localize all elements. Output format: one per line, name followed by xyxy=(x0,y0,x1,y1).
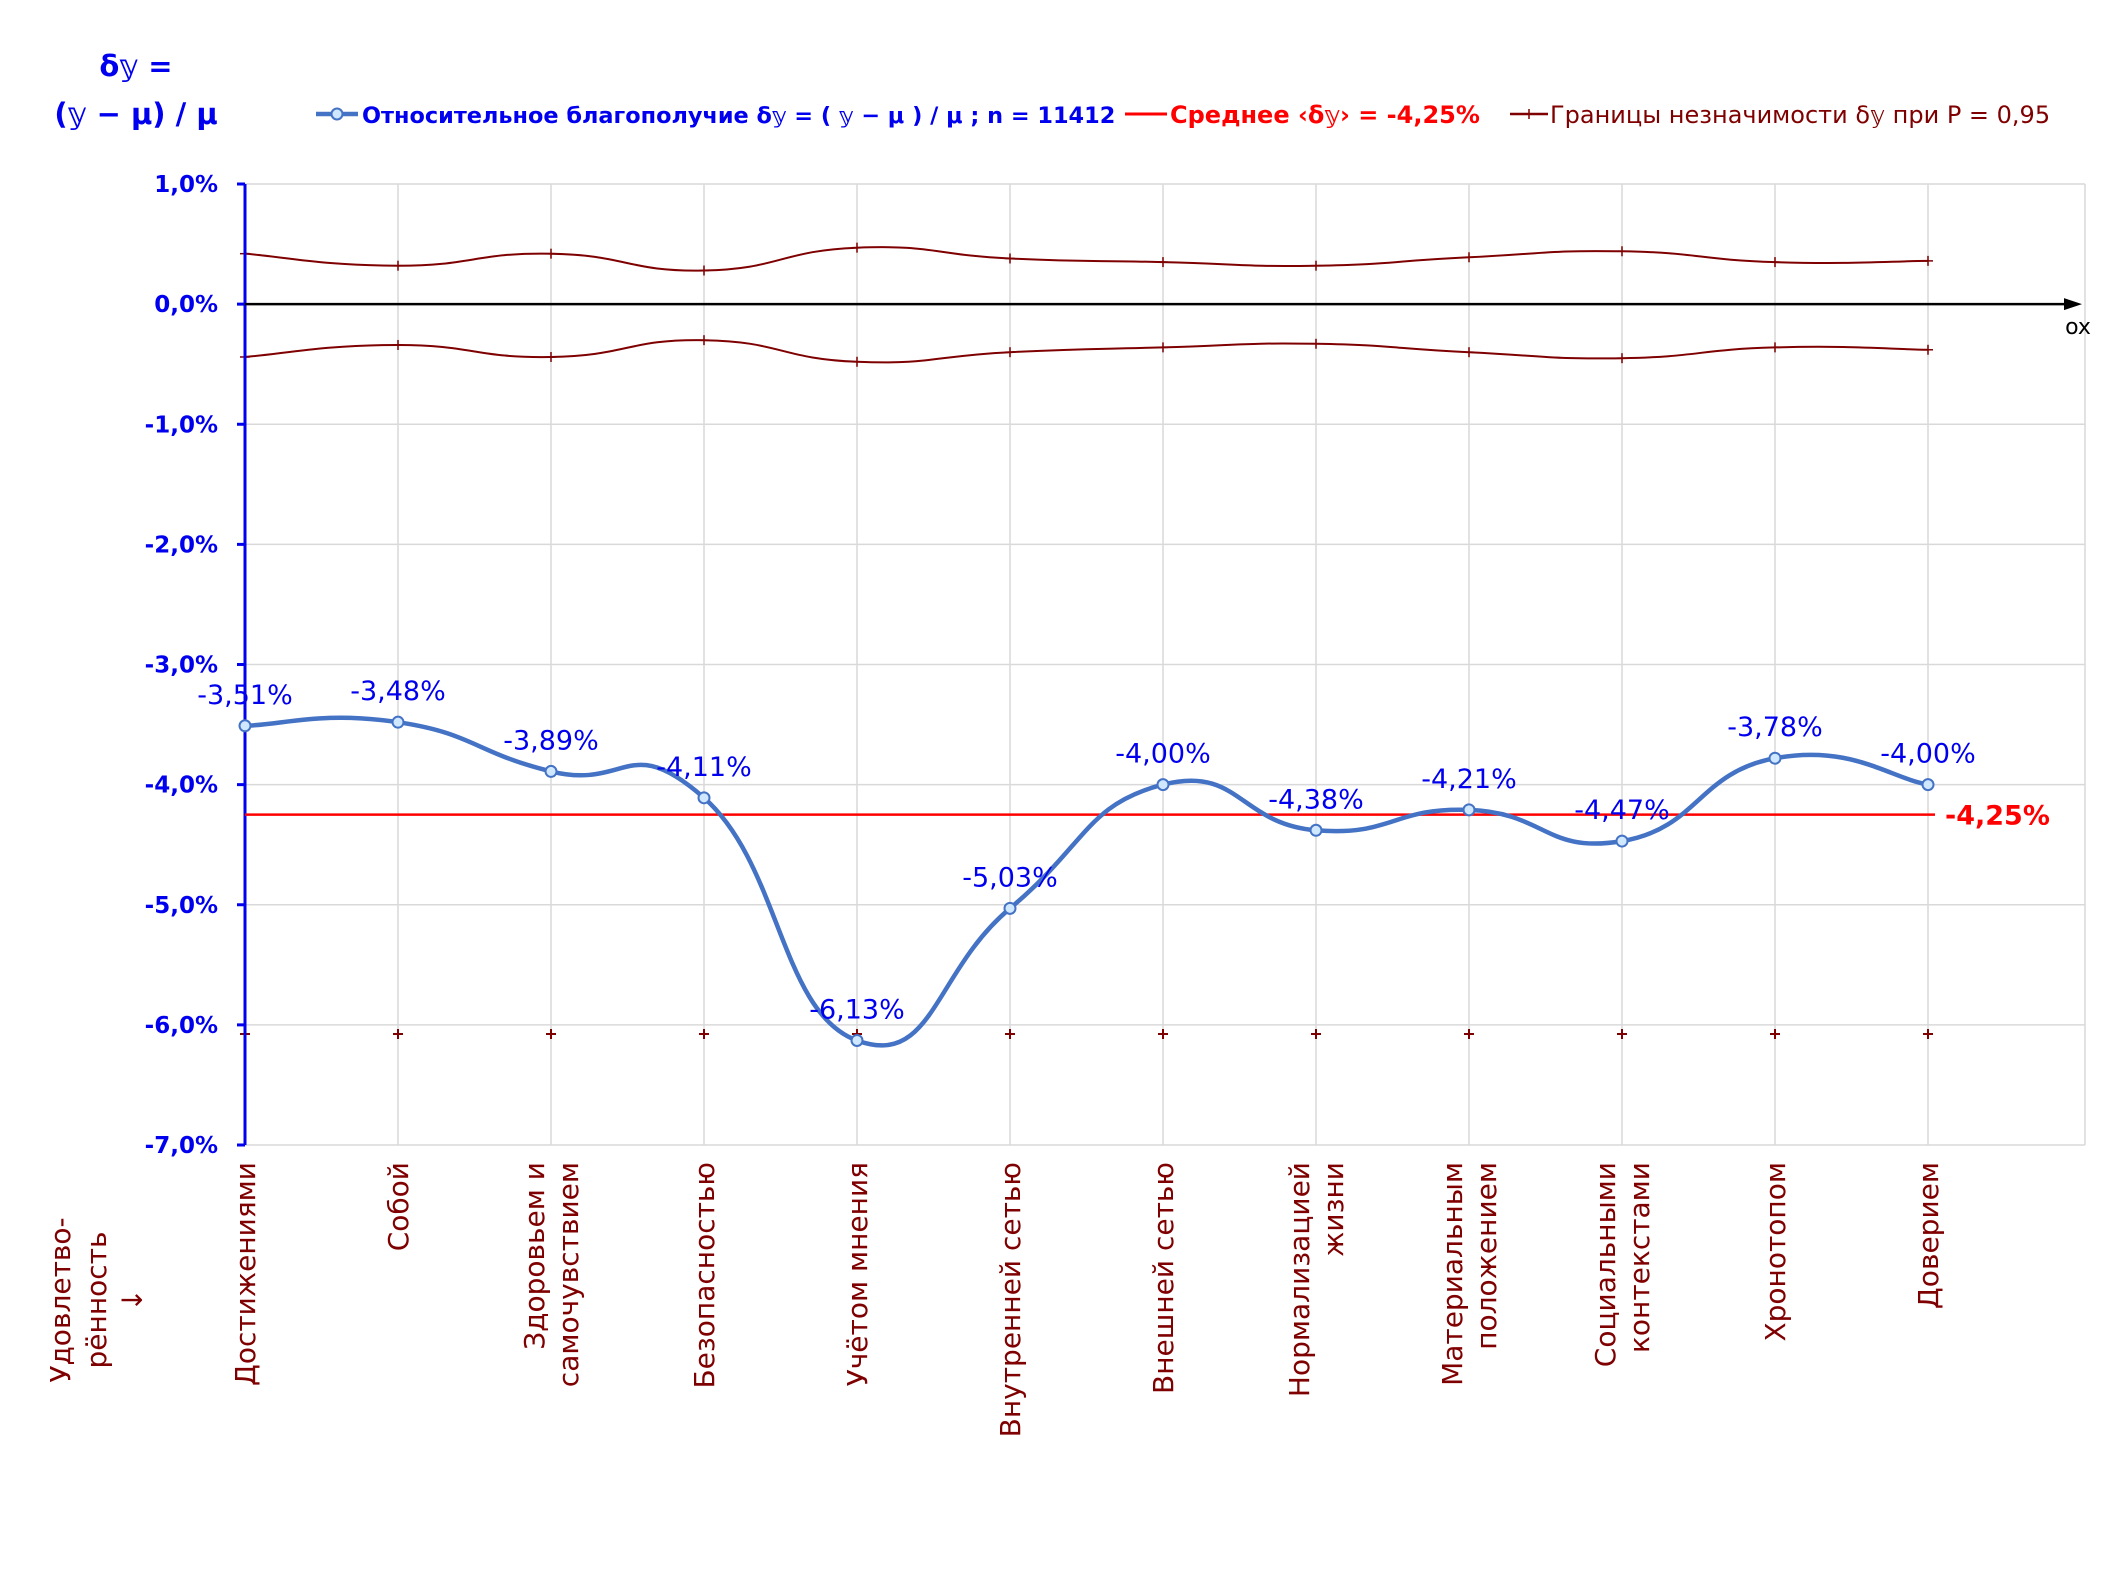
x-axis-title-line: Удовлетво- xyxy=(44,1217,77,1382)
category-label: Внешней сетью xyxy=(1147,1162,1180,1394)
category-label-line: Нормализацией xyxy=(1283,1162,1316,1397)
data-label: -4,00% xyxy=(1880,739,1976,770)
category-labels: Достижениями Собой Здоровьем и самочувствие… xyxy=(44,1162,1945,1437)
y-tick-label: -5,0% xyxy=(145,893,218,919)
category-label-line: Безопасностью xyxy=(688,1162,721,1389)
legend-marker-main xyxy=(330,107,344,121)
category-label-line: жизни xyxy=(1317,1162,1350,1257)
category-label: Достижениями xyxy=(229,1162,262,1386)
category-label-line: самочувствием xyxy=(552,1162,585,1387)
category-label-line: положением xyxy=(1470,1162,1503,1350)
data-label: -3,51% xyxy=(197,680,293,711)
category-label: Внутренней сетью xyxy=(994,1162,1027,1437)
x-axis-title-line: рённость xyxy=(80,1232,113,1369)
category-label-line: Достижениями xyxy=(229,1162,262,1386)
y-axis-title-line2: (𝕪 − μ) / μ xyxy=(54,97,217,131)
y-axis-title-line1: δ𝕪 = xyxy=(99,49,172,83)
mean-label: -4,25% xyxy=(1945,801,2050,832)
category-label-line: Учётом мнения xyxy=(841,1162,874,1386)
legend-label-mean: Среднее ‹δ𝕪› = -4,25% xyxy=(1170,101,1480,129)
data-label: -3,78% xyxy=(1727,712,1823,743)
category-label: Собой xyxy=(382,1162,415,1251)
category-label-line: Хронотопом xyxy=(1759,1162,1792,1342)
x-axis-title-line: ↓ xyxy=(116,1288,149,1311)
category-label: Материальным положением xyxy=(1436,1162,1503,1386)
axes: ox xyxy=(237,182,2091,1147)
data-point xyxy=(1462,803,1476,817)
category-label: Безопасностью xyxy=(688,1162,721,1389)
category-label: Хронотопом xyxy=(1759,1162,1792,1342)
category-label-line: Внешней сетью xyxy=(1147,1162,1180,1394)
data-point xyxy=(850,1033,864,1047)
data-point xyxy=(1921,778,1935,792)
series-line xyxy=(244,715,1929,1048)
data-label: -3,89% xyxy=(503,725,599,756)
category-label-line: Здоровьем и xyxy=(518,1162,551,1350)
x-axis-arrow xyxy=(2064,298,2082,311)
data-point xyxy=(1003,901,1017,915)
category-label-line: Внутренней сетью xyxy=(994,1162,1027,1437)
data-label: -4,38% xyxy=(1268,784,1364,815)
data-label: -4,47% xyxy=(1574,795,1670,826)
data-label: -3,48% xyxy=(350,676,446,707)
axis-titles: δ𝕪 = (𝕪 − μ) / μ xyxy=(54,49,217,131)
bound-line-upper xyxy=(244,246,1929,272)
category-label: Социальными контекстами xyxy=(1589,1162,1656,1367)
data-label: -4,21% xyxy=(1421,764,1517,795)
legend-label-bounds: Границы незначимости δ𝕪 при P = 0,95 xyxy=(1550,101,2050,129)
y-tick-label: -1,0% xyxy=(145,412,218,438)
category-label-line: Материальным xyxy=(1436,1162,1469,1386)
y-tick-labels: 1,0% 0,0% -1,0% -2,0% -3,0% -4,0% -5,0% -6,0% -7… xyxy=(145,172,218,1159)
category-label-line: Социальными xyxy=(1589,1162,1622,1367)
category-label: Учётом мнения xyxy=(841,1162,874,1386)
grid-lines xyxy=(244,183,2086,1146)
x-axis-name: ox xyxy=(2065,315,2091,340)
data-label: -6,13% xyxy=(809,994,905,1025)
data-point xyxy=(1768,751,1782,765)
y-tick-label: 0,0% xyxy=(154,292,218,318)
y-tick-label: -7,0% xyxy=(145,1133,218,1159)
category-label-line: контекстами xyxy=(1623,1162,1656,1353)
y-tick-label: -6,0% xyxy=(145,1013,218,1039)
data-label: -4,00% xyxy=(1115,739,1211,770)
data-point xyxy=(544,764,558,778)
category-label: Здоровьем и самочувствием xyxy=(518,1162,585,1387)
category-label-line: Собой xyxy=(382,1162,415,1251)
relative-wellbeing-series xyxy=(238,715,1935,1048)
legend-label-main: Относительное благополучие δ𝕪 = ( 𝕪 − μ … xyxy=(362,103,1115,129)
data-point xyxy=(1309,823,1323,837)
y-tick-label: -3,0% xyxy=(145,653,218,679)
legend: Относительное благополучие δ𝕪 = ( 𝕪 − μ … xyxy=(316,101,2050,129)
category-label-line: Доверием xyxy=(1912,1162,1945,1309)
data-point xyxy=(697,791,711,805)
mean-line-group: -4,25% xyxy=(245,801,2050,832)
data-point xyxy=(238,719,252,733)
data-label: -4,11% xyxy=(656,752,752,783)
data-label: -5,03% xyxy=(962,862,1058,893)
data-labels: -3,51% -3,48% -3,89% -4,11% -6,13% -5,03% -4,0… xyxy=(197,676,1976,1025)
bound-line-lower xyxy=(244,339,1929,364)
data-point xyxy=(391,715,405,729)
data-point xyxy=(1156,778,1170,792)
x-axis-title: Удовлетво-рённость ↓ xyxy=(44,1217,149,1382)
data-point xyxy=(1615,834,1629,848)
y-tick-label: 1,0% xyxy=(154,172,218,198)
significance-bounds xyxy=(240,242,1933,1039)
y-tick-label: -2,0% xyxy=(145,532,218,558)
category-label: Доверием xyxy=(1912,1162,1945,1309)
y-tick-label: -4,0% xyxy=(145,773,218,799)
category-label: Нормализацией жизни xyxy=(1283,1162,1350,1397)
